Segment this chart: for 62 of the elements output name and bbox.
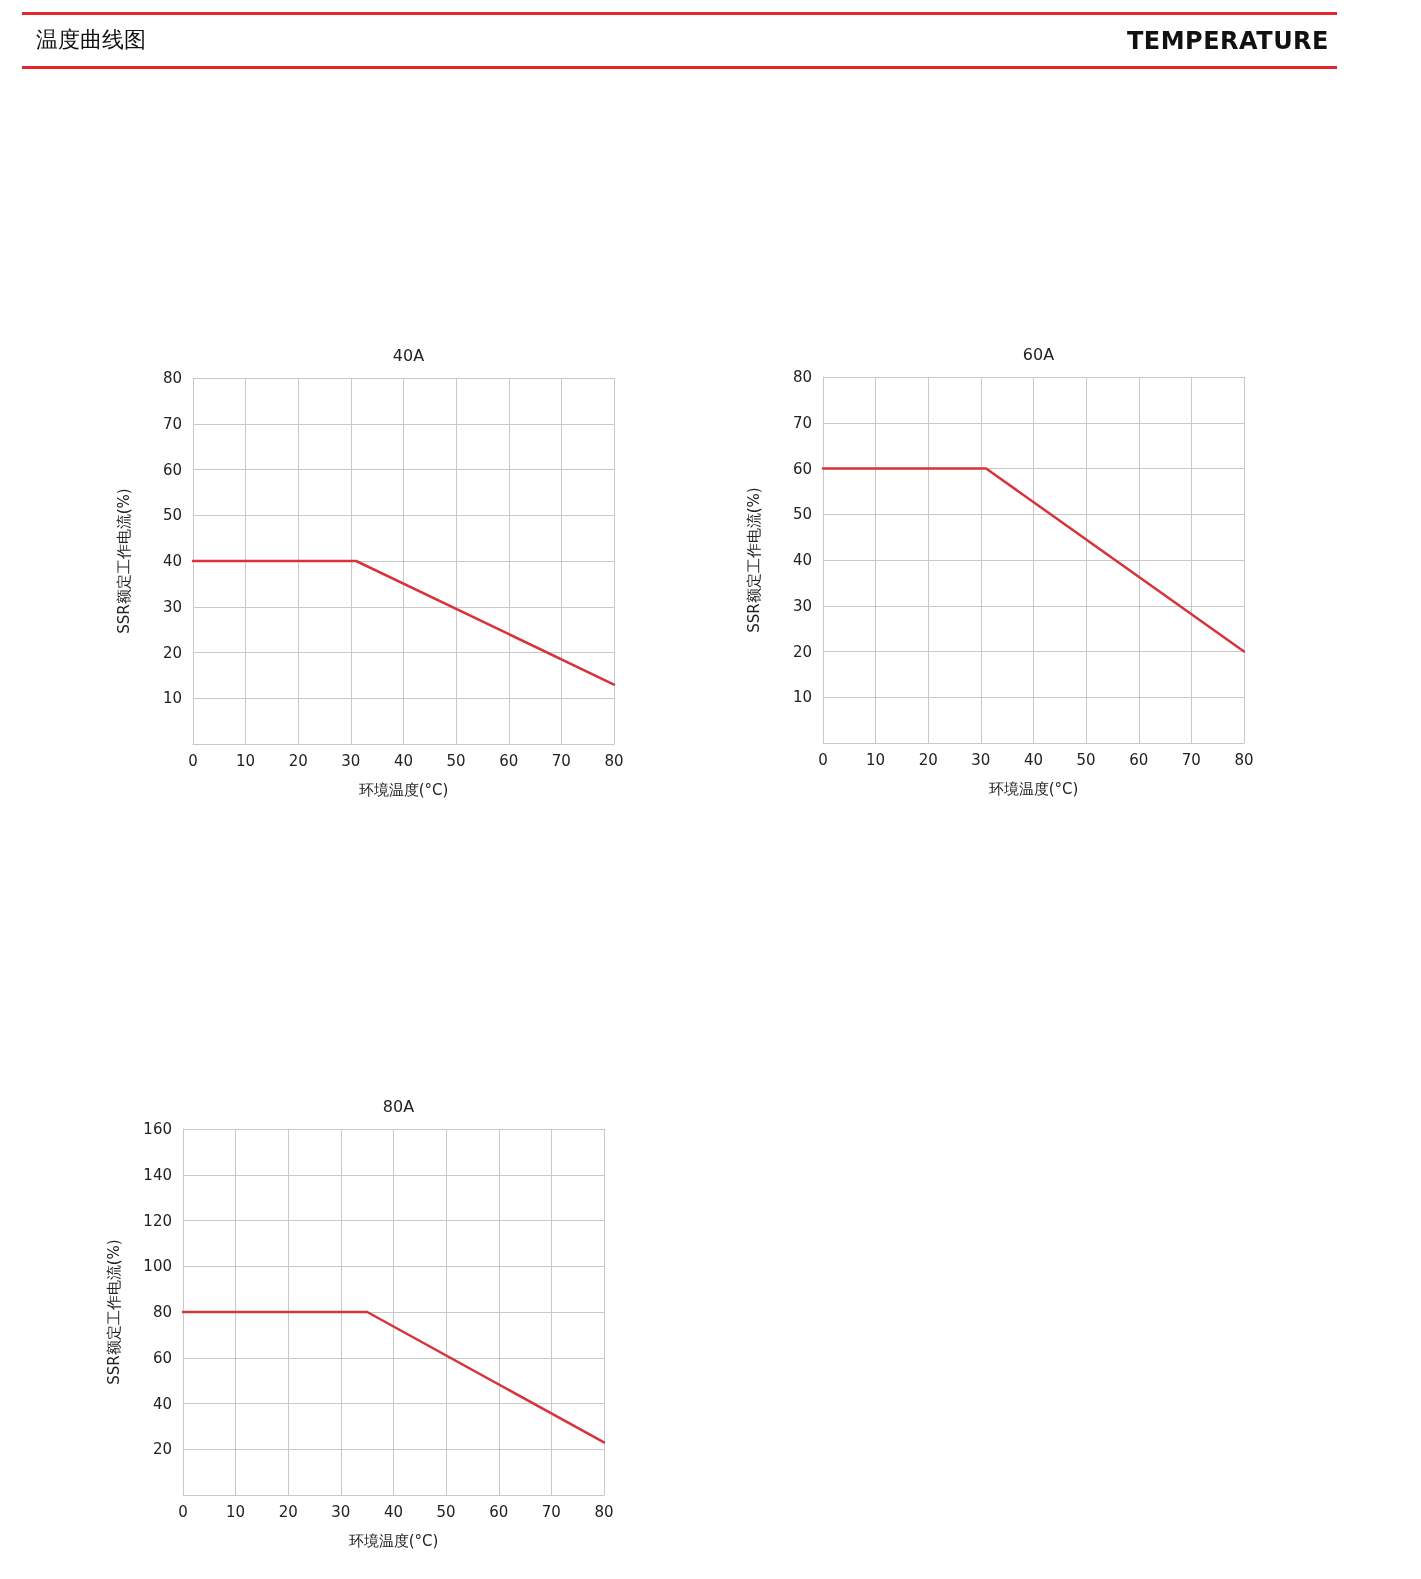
text: 温度曲线图 (36, 26, 146, 54)
y-tick-label: 70 (792, 413, 812, 432)
y-axis-title: SSR额定工作电流(%) (744, 487, 763, 633)
x-tick-label: 10 (226, 1502, 246, 1521)
x-tick-label: 50 (446, 751, 466, 770)
y-tick-label: 10 (792, 688, 812, 707)
y-axis-title: SSR额定工作电流(%) (104, 1239, 123, 1385)
x-tick-label: 70 (541, 1502, 561, 1521)
y-tick-label: 100 (143, 1257, 172, 1276)
x-tick-label: 70 (551, 751, 571, 770)
y-tick-label: 40 (792, 551, 812, 569)
x-tick-label: 60 (1129, 750, 1149, 769)
x-tick-label: 20 (288, 751, 308, 770)
x-tick-label: 30 (331, 1502, 351, 1521)
y-tick-label: 120 (143, 1211, 172, 1230)
x-tick-label: 40 (393, 751, 414, 770)
x-axis-title: 环境温度(°C) (988, 779, 1079, 798)
x-tick-label: 10 (236, 751, 256, 770)
x-tick-label: 50 (1076, 750, 1096, 769)
x-tick-label: 40 (1023, 750, 1044, 769)
chart-title: 40A (392, 345, 425, 365)
x-tick-label: 40 (383, 1502, 404, 1521)
y-tick-label: 10 (162, 689, 182, 708)
y-tick-label: 60 (152, 1348, 172, 1367)
y-tick-label: 80 (152, 1303, 172, 1321)
x-axis-title: 环境温度(°C) (348, 1531, 439, 1550)
y-tick-label: 50 (162, 506, 182, 525)
x-tick-label: 30 (971, 750, 991, 769)
y-tick-label: 50 (792, 505, 812, 524)
y-tick-label: 60 (162, 460, 182, 479)
x-tick-label: 20 (278, 1502, 298, 1521)
x-tick-label: 80 (1234, 750, 1254, 769)
text: TEMPERATURE (1126, 26, 1329, 56)
x-tick-label: 80 (604, 751, 624, 770)
y-tick-label: 160 (143, 1120, 172, 1138)
y-tick-label: 40 (152, 1394, 172, 1413)
y-tick-label: 30 (792, 596, 812, 615)
y-tick-label: 30 (162, 597, 182, 616)
x-tick-label: 0 (188, 751, 198, 770)
chart-title: 60A (1022, 344, 1055, 364)
y-tick-label: 80 (162, 369, 182, 387)
x-tick-label: 60 (499, 751, 519, 770)
y-tick-label: 20 (162, 643, 182, 662)
x-tick-label: 20 (918, 750, 938, 769)
y-tick-label: 60 (792, 459, 812, 478)
x-tick-label: 50 (436, 1502, 456, 1521)
x-tick-label: 0 (818, 750, 828, 769)
x-tick-label: 80 (594, 1502, 614, 1521)
y-tick-label: 20 (792, 642, 812, 661)
y-tick-label: 70 (162, 414, 182, 433)
y-tick-label: 140 (143, 1165, 172, 1184)
y-tick-label: 80 (792, 368, 812, 386)
x-tick-label: 60 (489, 1502, 509, 1521)
y-tick-label: 20 (152, 1440, 172, 1459)
x-tick-label: 0 (178, 1502, 188, 1521)
x-tick-label: 10 (866, 750, 886, 769)
x-tick-label: 70 (1181, 750, 1201, 769)
y-tick-label: 40 (162, 552, 182, 570)
y-axis-title: SSR额定工作电流(%) (114, 488, 133, 634)
x-axis-title: 环境温度(°C) (358, 780, 449, 799)
x-tick-label: 30 (341, 751, 361, 770)
chart-title: 80A (382, 1096, 415, 1116)
